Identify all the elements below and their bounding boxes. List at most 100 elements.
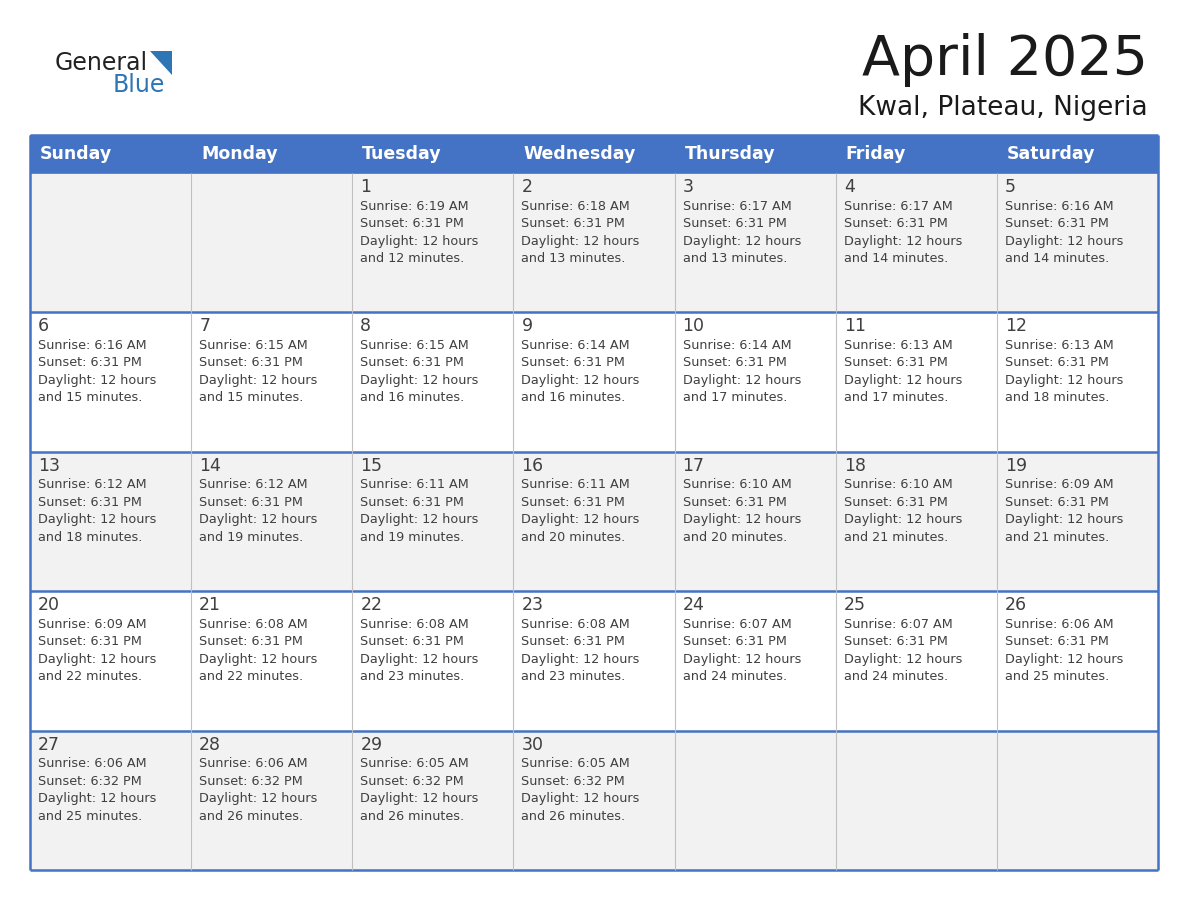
Text: and 19 minutes.: and 19 minutes.: [360, 531, 465, 543]
Text: Sunset: 6:31 PM: Sunset: 6:31 PM: [683, 496, 786, 509]
Bar: [835, 135, 997, 173]
Text: Daylight: 12 hours: Daylight: 12 hours: [683, 513, 801, 526]
Text: and 13 minutes.: and 13 minutes.: [522, 252, 626, 265]
Text: and 22 minutes.: and 22 minutes.: [200, 670, 303, 683]
Text: Sunrise: 6:05 AM: Sunrise: 6:05 AM: [360, 757, 469, 770]
Text: 1: 1: [360, 178, 372, 196]
Text: Daylight: 12 hours: Daylight: 12 hours: [683, 653, 801, 666]
Text: Sunset: 6:31 PM: Sunset: 6:31 PM: [843, 635, 948, 648]
Text: Sunrise: 6:18 AM: Sunrise: 6:18 AM: [522, 199, 630, 212]
Text: 26: 26: [1005, 596, 1026, 614]
Text: 10: 10: [683, 318, 704, 335]
Text: Daylight: 12 hours: Daylight: 12 hours: [522, 653, 640, 666]
Text: Sunrise: 6:08 AM: Sunrise: 6:08 AM: [200, 618, 308, 631]
Text: Sunrise: 6:07 AM: Sunrise: 6:07 AM: [683, 618, 791, 631]
Text: 5: 5: [1005, 178, 1016, 196]
Text: 7: 7: [200, 318, 210, 335]
Text: Sunrise: 6:19 AM: Sunrise: 6:19 AM: [360, 199, 469, 212]
Text: Sunrise: 6:07 AM: Sunrise: 6:07 AM: [843, 618, 953, 631]
Bar: [30, 312, 1158, 452]
Bar: [997, 135, 1158, 173]
Text: Sunrise: 6:17 AM: Sunrise: 6:17 AM: [683, 199, 791, 212]
Text: Sunset: 6:31 PM: Sunset: 6:31 PM: [38, 496, 141, 509]
Bar: [353, 135, 513, 173]
Text: Sunset: 6:31 PM: Sunset: 6:31 PM: [38, 635, 141, 648]
Text: and 22 minutes.: and 22 minutes.: [38, 670, 143, 683]
Text: and 15 minutes.: and 15 minutes.: [200, 391, 303, 405]
Text: 8: 8: [360, 318, 372, 335]
Bar: [191, 135, 353, 173]
Text: Sunset: 6:31 PM: Sunset: 6:31 PM: [522, 356, 625, 369]
Text: 17: 17: [683, 457, 704, 475]
Text: Sunset: 6:31 PM: Sunset: 6:31 PM: [522, 635, 625, 648]
Text: Daylight: 12 hours: Daylight: 12 hours: [38, 792, 157, 805]
Text: and 26 minutes.: and 26 minutes.: [360, 810, 465, 823]
Text: Sunset: 6:31 PM: Sunset: 6:31 PM: [683, 635, 786, 648]
Text: 13: 13: [38, 457, 61, 475]
Text: Tuesday: Tuesday: [362, 145, 442, 163]
Text: Sunrise: 6:11 AM: Sunrise: 6:11 AM: [522, 478, 630, 491]
Text: Sunset: 6:31 PM: Sunset: 6:31 PM: [200, 356, 303, 369]
Text: and 13 minutes.: and 13 minutes.: [683, 252, 786, 265]
Text: Daylight: 12 hours: Daylight: 12 hours: [200, 513, 317, 526]
Text: Daylight: 12 hours: Daylight: 12 hours: [1005, 234, 1123, 248]
Bar: [30, 135, 191, 173]
Text: Sunset: 6:31 PM: Sunset: 6:31 PM: [200, 496, 303, 509]
Text: and 14 minutes.: and 14 minutes.: [843, 252, 948, 265]
Bar: [30, 731, 1158, 870]
Bar: [30, 591, 1158, 731]
Text: Sunset: 6:31 PM: Sunset: 6:31 PM: [522, 496, 625, 509]
Text: Sunset: 6:31 PM: Sunset: 6:31 PM: [843, 217, 948, 230]
Text: and 14 minutes.: and 14 minutes.: [1005, 252, 1110, 265]
Text: Sunset: 6:32 PM: Sunset: 6:32 PM: [522, 775, 625, 788]
Bar: [30, 452, 1158, 591]
Text: and 12 minutes.: and 12 minutes.: [360, 252, 465, 265]
Text: Sunrise: 6:13 AM: Sunrise: 6:13 AM: [1005, 339, 1113, 352]
Text: Sunrise: 6:17 AM: Sunrise: 6:17 AM: [843, 199, 953, 212]
Text: 12: 12: [1005, 318, 1026, 335]
Text: Sunset: 6:31 PM: Sunset: 6:31 PM: [360, 356, 465, 369]
Text: 28: 28: [200, 735, 221, 754]
Text: Daylight: 12 hours: Daylight: 12 hours: [843, 374, 962, 386]
Text: 9: 9: [522, 318, 532, 335]
Text: and 26 minutes.: and 26 minutes.: [200, 810, 303, 823]
Text: Daylight: 12 hours: Daylight: 12 hours: [38, 653, 157, 666]
Text: Sunset: 6:32 PM: Sunset: 6:32 PM: [200, 775, 303, 788]
Text: Sunset: 6:31 PM: Sunset: 6:31 PM: [683, 356, 786, 369]
Text: Daylight: 12 hours: Daylight: 12 hours: [1005, 653, 1123, 666]
Text: Sunrise: 6:16 AM: Sunrise: 6:16 AM: [1005, 199, 1113, 212]
Polygon shape: [150, 51, 172, 75]
Text: Daylight: 12 hours: Daylight: 12 hours: [522, 513, 640, 526]
Text: 19: 19: [1005, 457, 1026, 475]
Text: Sunrise: 6:08 AM: Sunrise: 6:08 AM: [360, 618, 469, 631]
Text: Sunrise: 6:09 AM: Sunrise: 6:09 AM: [38, 618, 146, 631]
Text: 21: 21: [200, 596, 221, 614]
Text: Sunset: 6:31 PM: Sunset: 6:31 PM: [38, 356, 141, 369]
Text: and 19 minutes.: and 19 minutes.: [200, 531, 303, 543]
Text: 2: 2: [522, 178, 532, 196]
Bar: [675, 135, 835, 173]
Text: 18: 18: [843, 457, 866, 475]
Text: 3: 3: [683, 178, 694, 196]
Text: Daylight: 12 hours: Daylight: 12 hours: [38, 374, 157, 386]
Text: Sunrise: 6:14 AM: Sunrise: 6:14 AM: [683, 339, 791, 352]
Text: Sunrise: 6:06 AM: Sunrise: 6:06 AM: [200, 757, 308, 770]
Text: and 24 minutes.: and 24 minutes.: [683, 670, 786, 683]
Text: Daylight: 12 hours: Daylight: 12 hours: [200, 792, 317, 805]
Text: Sunday: Sunday: [40, 145, 112, 163]
Text: 11: 11: [843, 318, 866, 335]
Text: Blue: Blue: [113, 73, 165, 97]
Text: Friday: Friday: [846, 145, 906, 163]
Text: 20: 20: [38, 596, 61, 614]
Text: Sunset: 6:32 PM: Sunset: 6:32 PM: [360, 775, 465, 788]
Text: Daylight: 12 hours: Daylight: 12 hours: [200, 653, 317, 666]
Text: Saturday: Saturday: [1007, 145, 1095, 163]
Text: Sunrise: 6:06 AM: Sunrise: 6:06 AM: [1005, 618, 1113, 631]
Text: Daylight: 12 hours: Daylight: 12 hours: [522, 234, 640, 248]
Text: and 26 minutes.: and 26 minutes.: [522, 810, 626, 823]
Text: Daylight: 12 hours: Daylight: 12 hours: [522, 374, 640, 386]
Text: Daylight: 12 hours: Daylight: 12 hours: [360, 792, 479, 805]
Text: Wednesday: Wednesday: [524, 145, 636, 163]
Text: Sunset: 6:31 PM: Sunset: 6:31 PM: [200, 635, 303, 648]
Text: 4: 4: [843, 178, 854, 196]
